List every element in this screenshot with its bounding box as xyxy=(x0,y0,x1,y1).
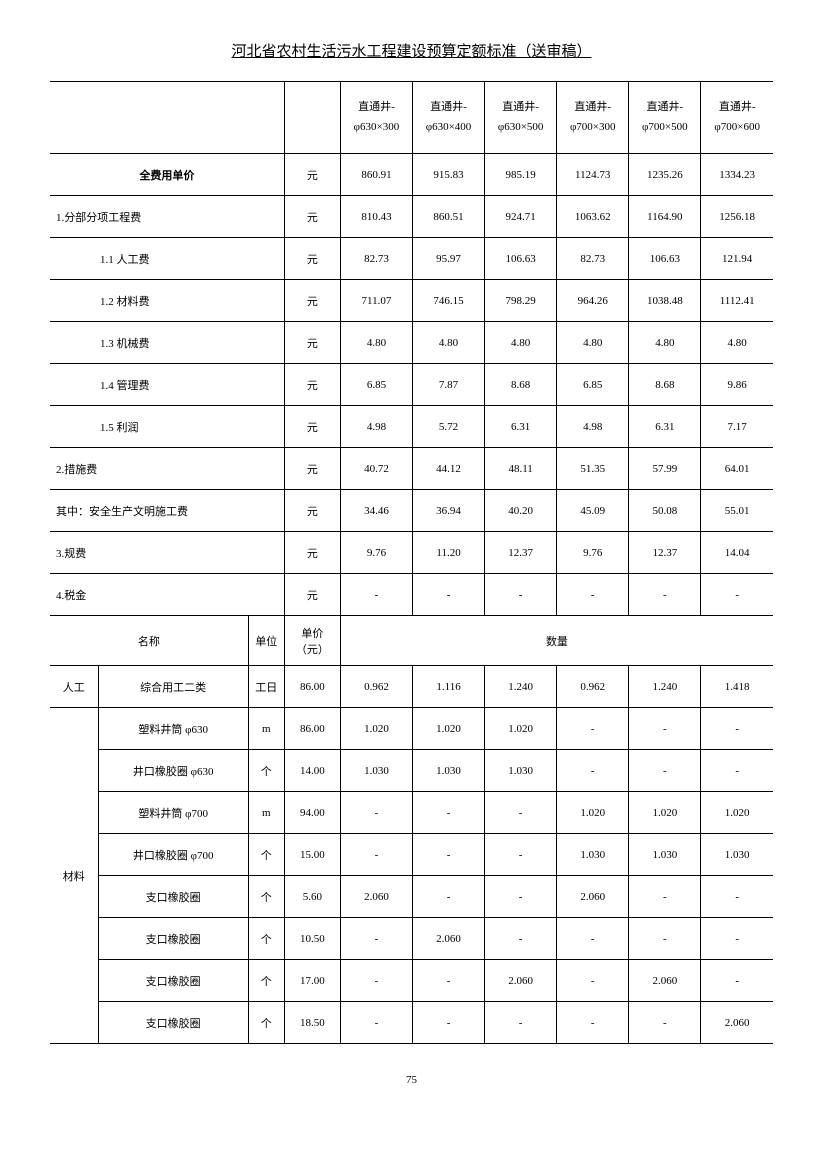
material-row: 支口橡胶圈 个 17.00 - - 2.060 - 2.060 - xyxy=(50,960,773,1002)
spec-header: 直通井-φ700×300 xyxy=(557,82,629,154)
material-row: 材料 塑料井筒 φ630 m 86.00 1.020 1.020 1.020 -… xyxy=(50,708,773,750)
spec-header: 直通井-φ700×600 xyxy=(701,82,773,154)
budget-table: 直通井-φ630×300 直通井-φ630×400 直通井-φ630×500 直… xyxy=(50,81,773,1044)
fee-row: 1.1 人工费 元 82.73 95.97 106.63 82.73 106.6… xyxy=(50,238,773,280)
fee-row: 1.2 材料费 元 711.07 746.15 798.29 964.26 10… xyxy=(50,280,773,322)
page-number: 75 xyxy=(50,1074,773,1086)
fee-row: 1.4 管理费 元 6.85 7.87 8.68 6.85 8.68 9.86 xyxy=(50,364,773,406)
fee-row: 4.税金 元 - - - - - - xyxy=(50,574,773,616)
fee-row-total: 全费用单价 元 860.91 915.83 985.19 1124.73 123… xyxy=(50,154,773,196)
material-row: 支口橡胶圈 个 5.60 2.060 - - 2.060 - - xyxy=(50,876,773,918)
fee-row: 其中：安全生产文明施工费 元 34.46 36.94 40.20 45.09 5… xyxy=(50,490,773,532)
material-row: 塑料井筒 φ700 m 94.00 - - - 1.020 1.020 1.02… xyxy=(50,792,773,834)
fee-row: 1.3 机械费 元 4.80 4.80 4.80 4.80 4.80 4.80 xyxy=(50,322,773,364)
fee-row: 1.分部分项工程费 元 810.43 860.51 924.71 1063.62… xyxy=(50,196,773,238)
sub-header-row: 名称 单位 单价（元） 数量 xyxy=(50,616,773,666)
material-row: 井口橡胶圈 φ700 个 15.00 - - - 1.030 1.030 1.0… xyxy=(50,834,773,876)
fee-row: 2.措施费 元 40.72 44.12 48.11 51.35 57.99 64… xyxy=(50,448,773,490)
header-row: 直通井-φ630×300 直通井-φ630×400 直通井-φ630×500 直… xyxy=(50,82,773,154)
spec-header: 直通井-φ630×400 xyxy=(412,82,484,154)
material-row: 支口橡胶圈 个 18.50 - - - - - 2.060 xyxy=(50,1002,773,1044)
spec-header: 直通井-φ630×300 xyxy=(340,82,412,154)
fee-row: 1.5 利润 元 4.98 5.72 6.31 4.98 6.31 7.17 xyxy=(50,406,773,448)
spec-header: 直通井-φ630×500 xyxy=(485,82,557,154)
fee-row: 3.规费 元 9.76 11.20 12.37 9.76 12.37 14.04 xyxy=(50,532,773,574)
document-title: 河北省农村生活污水工程建设预算定额标准（送审稿） xyxy=(50,40,773,61)
material-row: 井口橡胶圈 φ630 个 14.00 1.030 1.030 1.030 - -… xyxy=(50,750,773,792)
spec-header: 直通井-φ700×500 xyxy=(629,82,701,154)
material-row: 支口橡胶圈 个 10.50 - 2.060 - - - - xyxy=(50,918,773,960)
labor-row: 人工 综合用工二类 工日 86.00 0.962 1.116 1.240 0.9… xyxy=(50,666,773,708)
